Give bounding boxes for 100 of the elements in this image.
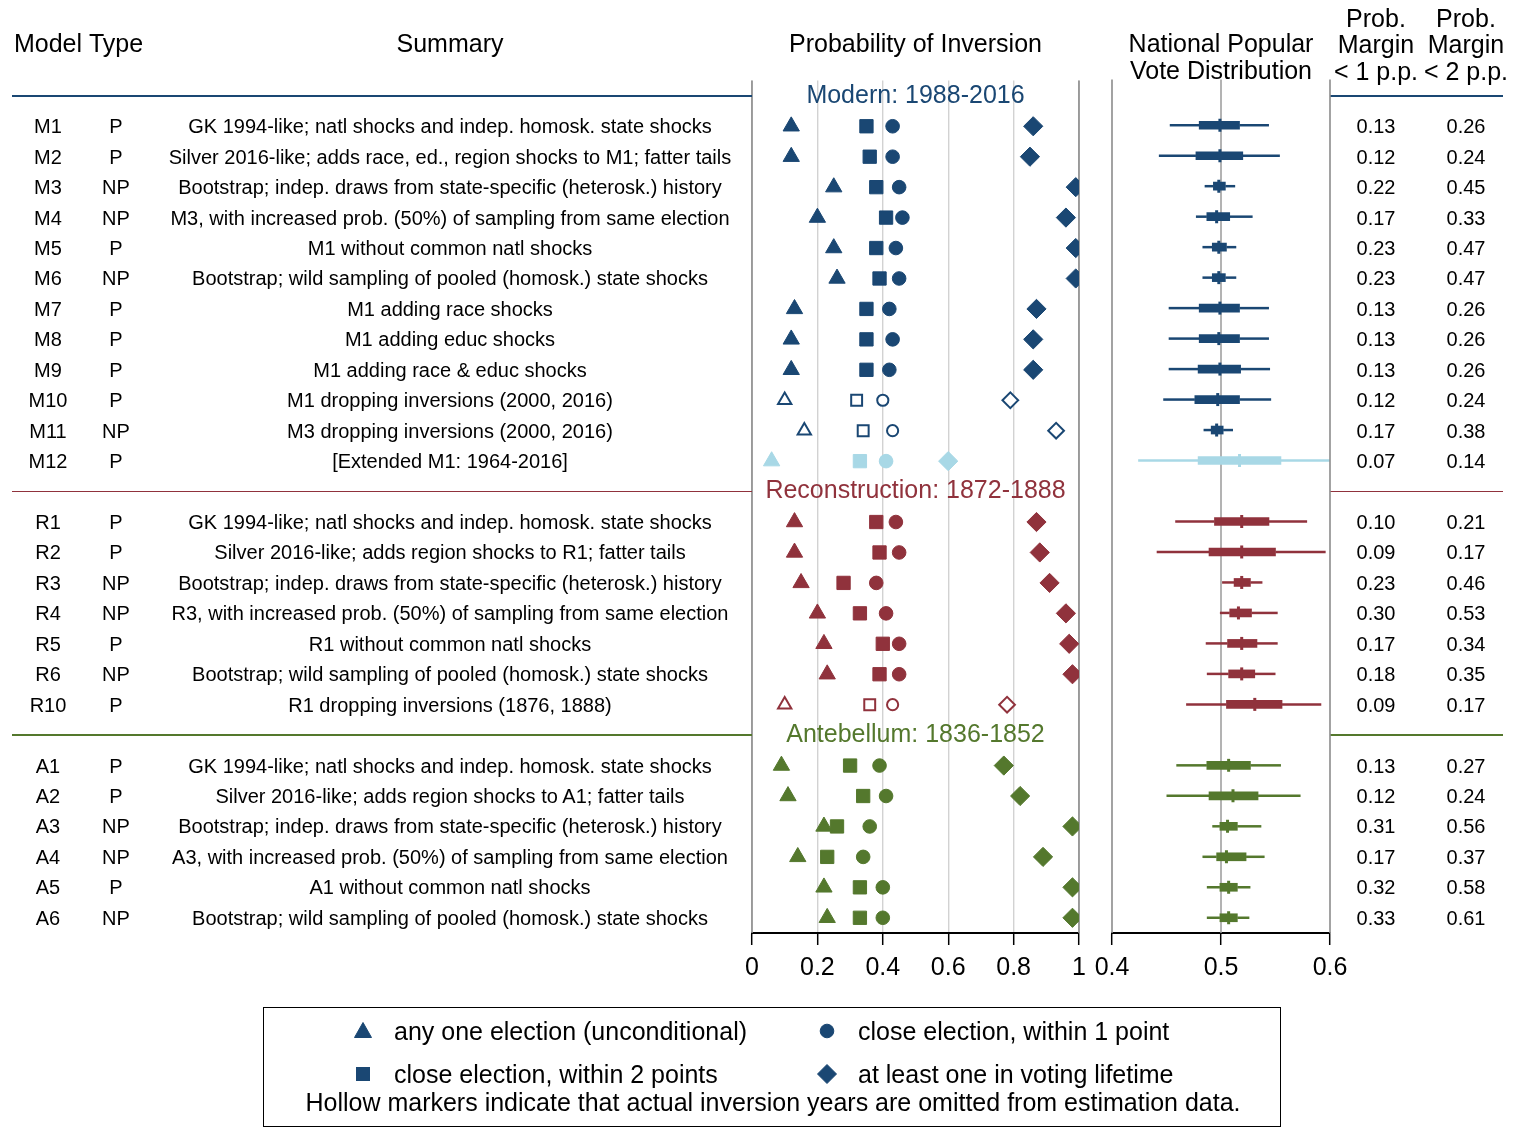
text: P	[109, 328, 123, 351]
text: A3, with increased prob. (50%) of sampling from same election	[172, 845, 728, 868]
text: 0.26	[1446, 115, 1486, 138]
category-label: A6	[35, 906, 61, 929]
text: 0.17	[1356, 845, 1396, 868]
category-label: A2	[35, 785, 61, 807]
text: Bootstrap; indep. draws from state-specific (heterosk.) history	[178, 176, 722, 199]
category-label: M8	[34, 328, 62, 351]
annotation: Antebellum: 1836-1852	[786, 719, 1045, 748]
text: NP	[102, 663, 130, 686]
x-tick-label: 0.4	[865, 951, 901, 980]
text: 0.38	[1446, 419, 1486, 442]
category-label: M7	[34, 297, 62, 320]
text: 0.26	[1446, 297, 1486, 320]
text: Bootstrap; wild sampling of pooled (homosk.) state shocks	[192, 267, 708, 290]
category-label: M9	[34, 358, 62, 381]
text: R1 without common natl shocks	[308, 632, 592, 655]
legend-label: any one election (unconditional)	[394, 1016, 748, 1046]
text: 0.13	[1356, 328, 1396, 351]
category-label: A1	[35, 754, 61, 777]
text: 0.37	[1446, 845, 1486, 868]
text: [Extended M1: 1964-2016]	[332, 450, 568, 473]
text: 0.61	[1446, 906, 1486, 929]
text: Hollow markers indicate that actual inversion years are omitted from estimation data.	[305, 1088, 1241, 1117]
legend-label: close election, within 1 point	[858, 1016, 1170, 1046]
text: 0.24	[1446, 145, 1486, 168]
category-label: A4	[35, 845, 61, 868]
text: 0.33	[1446, 206, 1486, 229]
text: P	[109, 754, 123, 777]
text: Bootstrap; wild sampling of pooled (homosk.) state shocks	[192, 906, 708, 929]
chart-title: National Popular Vote Distribution	[1127, 29, 1315, 84]
x-tick-label: 0	[745, 951, 759, 980]
text: 0.09	[1356, 541, 1396, 564]
text: NP	[102, 602, 130, 625]
text: M1 without common natl shocks	[307, 237, 593, 260]
category-label: Prob. Margin < 1 p.p.	[1332, 3, 1420, 85]
legend-label: at least one in voting lifetime	[858, 1059, 1174, 1089]
text: R1 dropping inversions (1876, 1888)	[288, 693, 612, 716]
text: 0.47	[1446, 267, 1486, 290]
text: NP	[102, 906, 130, 929]
text: 0.09	[1356, 693, 1396, 716]
text: P	[109, 632, 123, 655]
text: 0.13	[1356, 358, 1396, 381]
text: 0.34	[1446, 632, 1486, 655]
text: M3 dropping inversions (2000, 2016)	[287, 419, 613, 442]
category-label: R3	[35, 571, 61, 594]
category-label: R6	[35, 663, 61, 686]
text: GK 1994-like; natl shocks and indep. homosk. state shocks	[188, 754, 712, 777]
text: 0.18	[1356, 663, 1396, 686]
text: 0.45	[1446, 176, 1486, 199]
annotation: Modern: 1988-2016	[806, 79, 1025, 108]
category-label: M2	[34, 145, 62, 168]
text: 0.13	[1356, 115, 1396, 138]
text: P	[109, 145, 123, 168]
category-label: Summary	[396, 29, 504, 57]
category-label: R4	[35, 602, 61, 625]
text: 0.12	[1356, 389, 1396, 412]
text: Bootstrap; wild sampling of pooled (homosk.) state shocks	[192, 663, 708, 686]
text: 0.10	[1356, 511, 1396, 534]
text: Model	[13, 29, 83, 57]
text: M1 adding race & educ shocks	[313, 358, 587, 381]
text: R3, with increased prob. (50%) of sampling from same election	[171, 602, 729, 625]
text: 0.35	[1446, 663, 1486, 686]
text: P	[109, 297, 123, 320]
text: Silver 2016-like; adds region shocks to A1; fatter tails	[215, 785, 685, 807]
text: 0.26	[1446, 358, 1486, 381]
text: 0.46	[1446, 571, 1486, 594]
text: 0.47	[1446, 237, 1486, 260]
text: NP	[102, 419, 130, 442]
text: M1 dropping inversions (2000, 2016)	[287, 389, 613, 412]
chart-title: Probability of Inversion	[788, 29, 1043, 57]
text: 0.56	[1446, 815, 1486, 838]
text: P	[109, 693, 123, 716]
text: 0.17	[1356, 206, 1396, 229]
text: 0.58	[1446, 876, 1486, 899]
text: 0.17	[1446, 693, 1486, 716]
text: Bootstrap; indep. draws from state-specific (heterosk.) history	[178, 815, 722, 838]
text: 0.17	[1446, 541, 1486, 564]
text: GK 1994-like; natl shocks and indep. homosk. state shocks	[188, 511, 712, 534]
text: NP	[102, 176, 130, 199]
text: M3, with increased prob. (50%) of sampling from same election	[170, 206, 730, 229]
text: NP	[102, 267, 130, 290]
text: Bootstrap; indep. draws from state-specific (heterosk.) history	[178, 571, 722, 594]
category-label: M1	[34, 115, 62, 138]
text: 0.23	[1356, 571, 1396, 594]
text: 0.24	[1446, 785, 1486, 807]
category-label: M4	[34, 206, 62, 229]
text: 0.12	[1356, 145, 1396, 168]
text: NP	[102, 845, 130, 868]
text: P	[109, 541, 123, 564]
text: 0.22	[1356, 176, 1396, 199]
category-label: A5	[35, 876, 61, 899]
text: P	[109, 876, 123, 899]
text: 0.23	[1356, 267, 1396, 290]
x-tick-label: 0.2	[800, 951, 835, 980]
x-tick-label: 0.6	[1312, 951, 1348, 980]
x-tick-label: 0.5	[1203, 951, 1239, 980]
text: M1 adding educ shocks	[344, 328, 556, 351]
category-label: Type	[88, 29, 144, 57]
text: 0.30	[1356, 602, 1396, 625]
